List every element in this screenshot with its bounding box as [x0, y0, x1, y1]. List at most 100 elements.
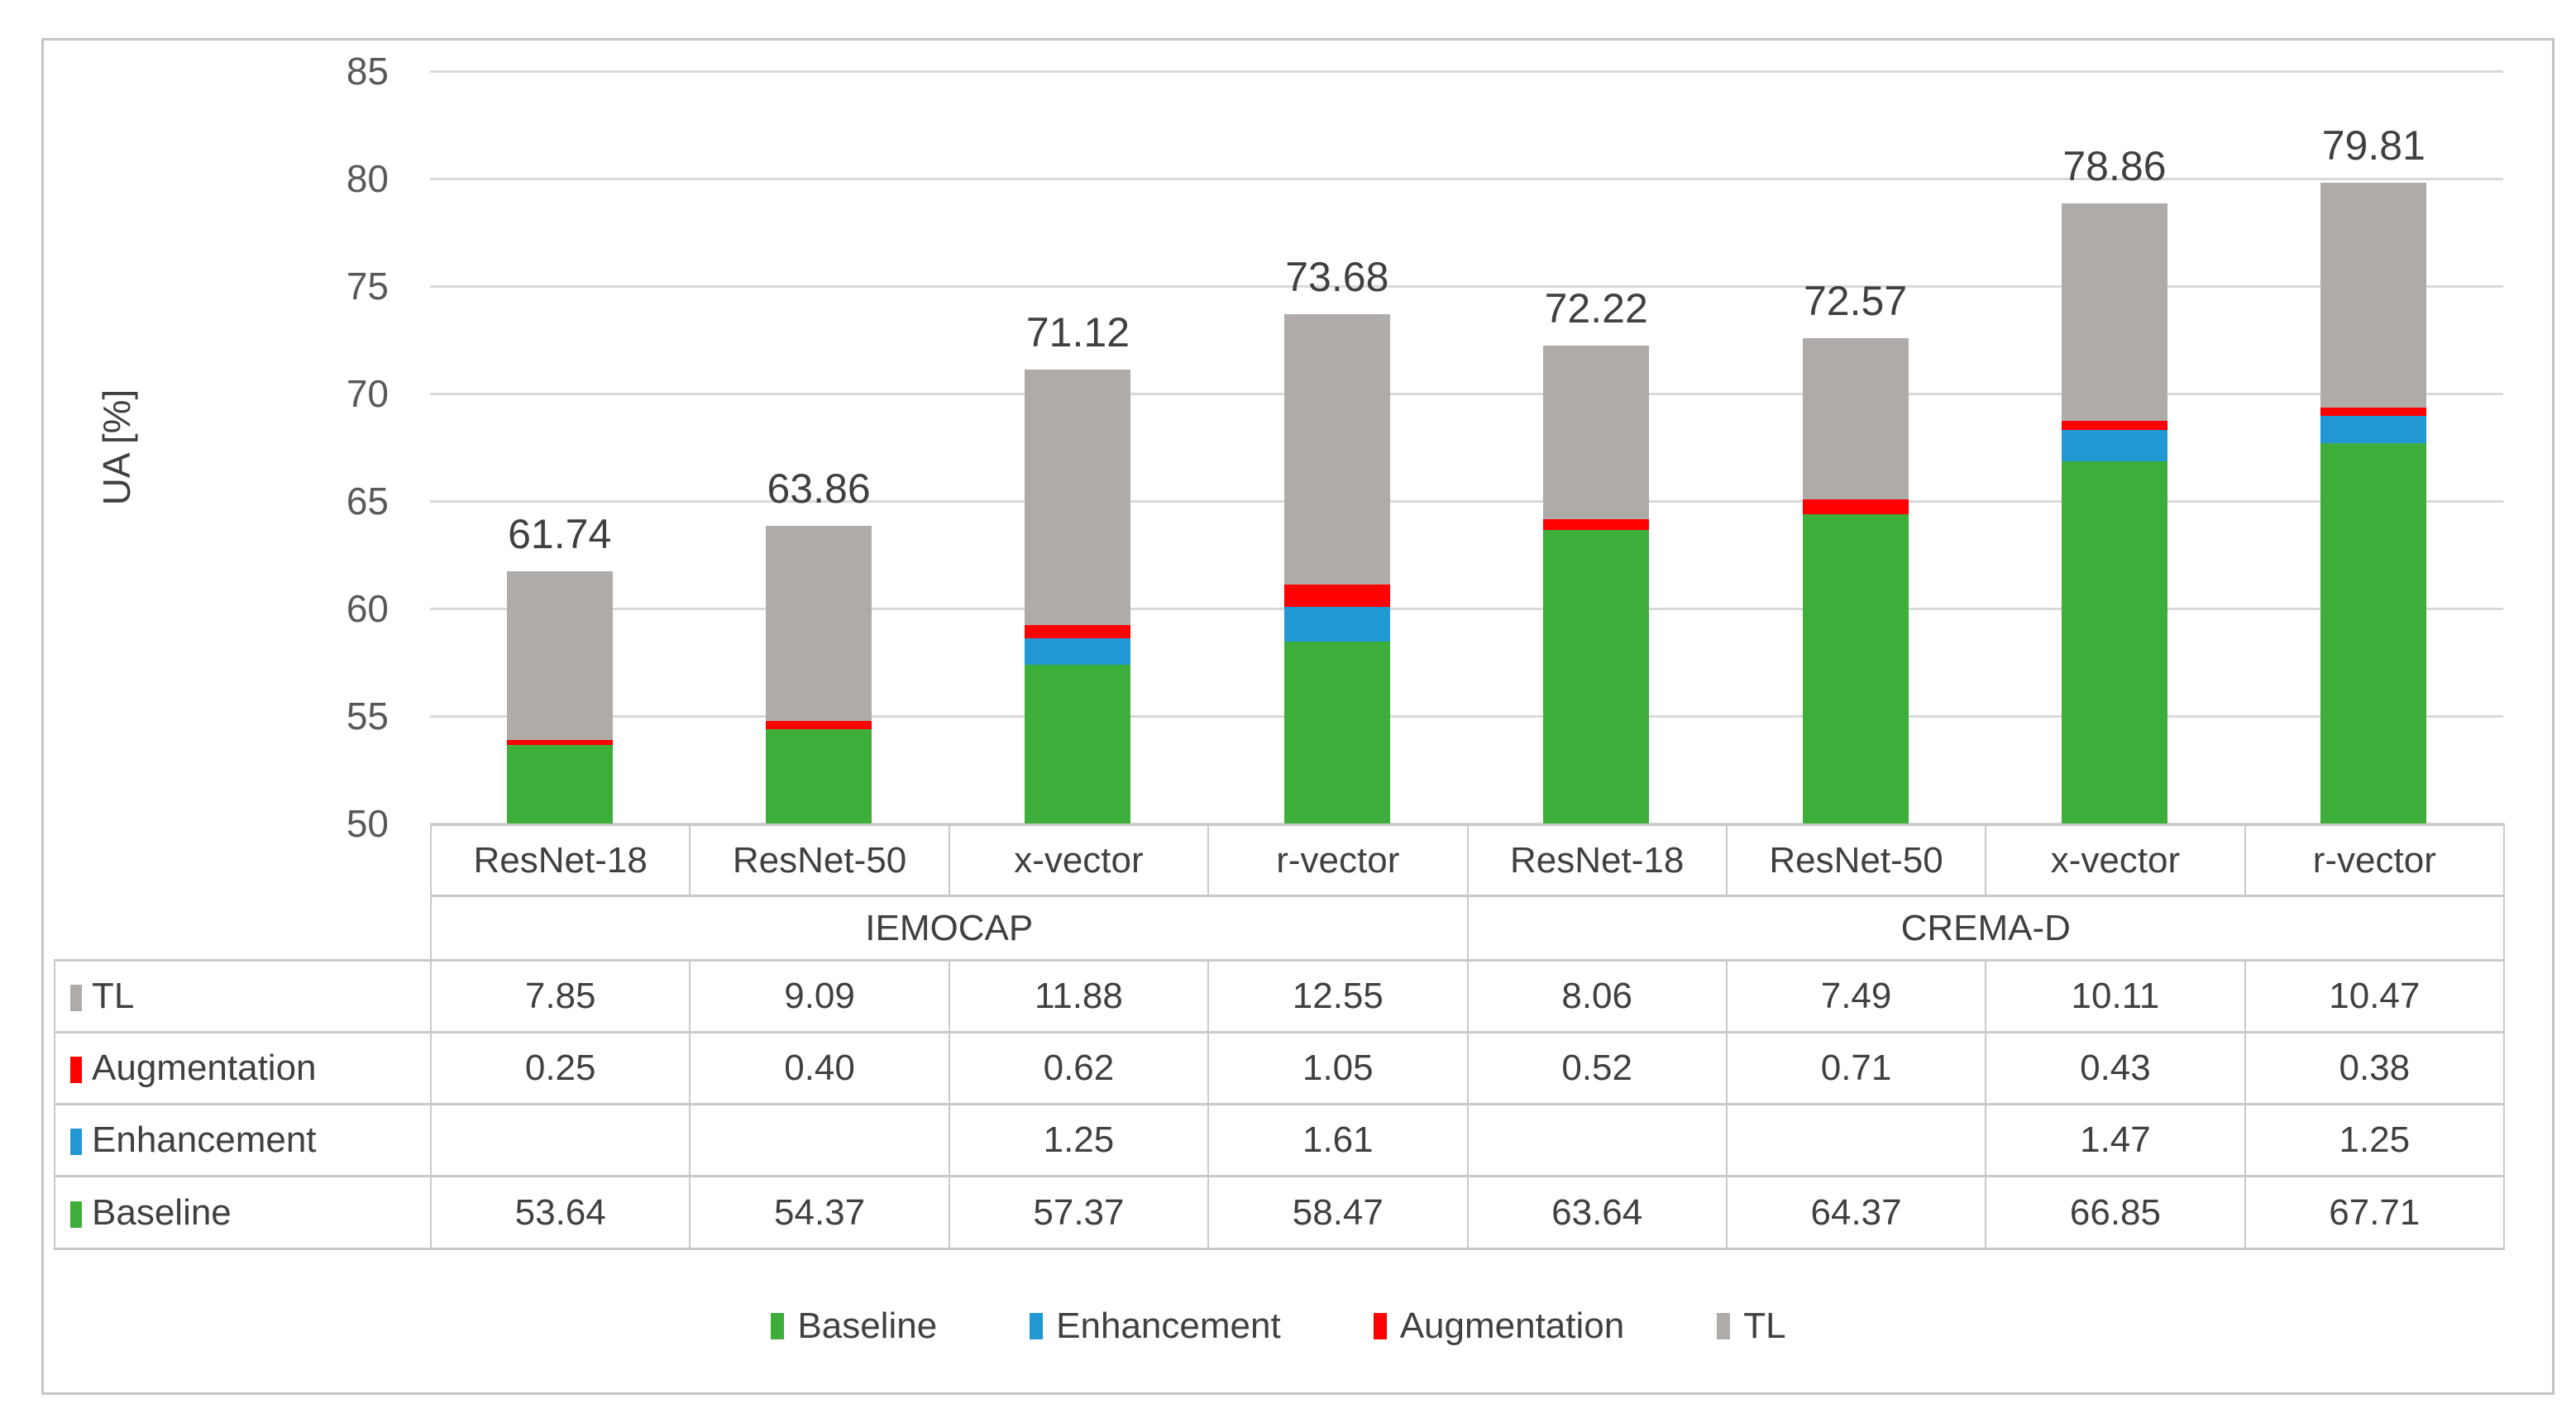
gridline	[430, 714, 2503, 718]
table-column-header: r-vector	[2244, 823, 2506, 897]
bar-segment-baseline	[506, 745, 613, 823]
table-cell: 11.88	[948, 959, 1210, 1033]
series-key-icon	[70, 1057, 82, 1083]
table-column-header: x-vector	[1985, 823, 2246, 897]
gridline	[430, 69, 2503, 73]
table-group-header: CREMA-D	[1466, 895, 2505, 962]
bar-total-label: 78.86	[2062, 142, 2167, 189]
bar-segment-enhancement	[2061, 429, 2167, 461]
bar-segment-tl	[1802, 338, 1909, 499]
bar-segment-augmentation	[1025, 624, 1131, 638]
table-cell: 64.37	[1725, 1175, 1987, 1250]
bar-segment-tl	[1283, 314, 1390, 585]
table-row-label: Enhancement	[54, 1103, 432, 1177]
bar-segment-tl	[766, 525, 872, 721]
legend-label: TL	[1743, 1306, 1786, 1346]
table-cell: 7.85	[429, 959, 691, 1033]
series-key-icon	[70, 1201, 82, 1228]
table-cell: 63.64	[1466, 1175, 1728, 1250]
legend-item: Augmentation	[1373, 1306, 1624, 1347]
table-cell: 9.09	[689, 959, 950, 1033]
bar-total-label: 63.86	[767, 465, 871, 512]
table-cell: 7.49	[1725, 959, 1987, 1033]
series-key-icon	[70, 985, 82, 1011]
table-cell: 10.47	[2244, 959, 2506, 1033]
table-row-label-text: Augmentation	[92, 1048, 317, 1088]
bar-total-label: 72.22	[1544, 285, 1648, 332]
legend-label: Baseline	[797, 1306, 938, 1346]
y-tick-label: 65	[346, 480, 389, 523]
bar-segment-enhancement	[1025, 637, 1131, 666]
table-cell: 58.47	[1207, 1175, 1469, 1250]
table-row-label: Baseline	[54, 1175, 432, 1250]
y-tick-label: 70	[346, 372, 389, 415]
table-cell: 1.61	[1207, 1103, 1469, 1177]
table-cell	[689, 1103, 950, 1177]
gridline	[430, 284, 2503, 288]
table-cell: 10.11	[1985, 959, 2246, 1033]
gridline	[430, 177, 2503, 180]
figure-frame: UA [%] 50 55 60 65 70 75 80 85 61.74 63.86 71.12 7…	[41, 38, 2554, 1395]
table-cell: 57.37	[948, 1175, 1210, 1250]
y-tick-label: 50	[346, 802, 389, 845]
table-row-label-text: Enhancement	[92, 1119, 317, 1160]
gridline	[430, 607, 2503, 610]
table-cell: 0.71	[1725, 1031, 1987, 1105]
bar-segment-tl	[1025, 369, 1131, 625]
bar-segment-baseline	[766, 729, 872, 823]
table-column-header: ResNet-18	[429, 823, 691, 897]
bar-segment-augmentation	[506, 739, 613, 746]
legend-item: TL	[1717, 1306, 1786, 1347]
bar-total-label: 61.74	[508, 510, 612, 557]
table-row-label: Augmentation	[54, 1031, 432, 1105]
bar-segment-baseline	[1543, 530, 1650, 823]
table-corner-blank	[55, 825, 431, 896]
legend-key-icon	[1030, 1313, 1044, 1339]
legend-item: Enhancement	[1030, 1306, 1281, 1347]
gridline	[430, 499, 2503, 503]
table-cell	[1466, 1103, 1728, 1177]
bar-segment-baseline	[1802, 514, 1909, 823]
data-table: ResNet-18 ResNet-50 x-vector r-vector ResNet…	[54, 823, 2506, 1250]
bar-total-label: 73.68	[1285, 254, 1389, 301]
table-cell: 0.38	[2244, 1031, 2506, 1105]
table-column-header: ResNet-18	[1466, 823, 1728, 897]
y-tick-label: 60	[346, 587, 389, 630]
table-cell	[429, 1103, 691, 1177]
bar-segment-tl	[506, 570, 613, 740]
legend-key-icon	[1373, 1313, 1387, 1339]
bar-segment-augmentation	[2061, 420, 2167, 430]
table-cell	[1725, 1103, 1987, 1177]
bar-segment-baseline	[2320, 442, 2427, 823]
y-axis-tick-labels: 50 55 60 65 70 75 80 85	[223, 50, 389, 845]
table-cell: 53.64	[429, 1175, 691, 1250]
table-cell: 0.62	[948, 1031, 1210, 1105]
y-axis-title: UA [%]	[95, 389, 138, 506]
bar-segment-baseline	[2061, 461, 2167, 823]
table-corner-blank	[55, 896, 431, 961]
table-row-label-text: Baseline	[92, 1191, 232, 1233]
bar-segment-tl	[2061, 203, 2167, 421]
bar-segment-baseline	[1283, 641, 1390, 823]
table-cell: 0.43	[1985, 1031, 2246, 1105]
bar-segment-tl	[2320, 182, 2427, 408]
table-cell: 1.25	[948, 1103, 1210, 1177]
legend-key-icon	[1717, 1313, 1731, 1339]
legend-item: Baseline	[771, 1306, 937, 1347]
y-tick-label: 75	[346, 265, 389, 308]
bar-segment-enhancement	[1283, 606, 1390, 642]
table-column-header: ResNet-50	[689, 823, 950, 897]
table-cell: 0.40	[689, 1031, 950, 1105]
table-column-header: x-vector	[948, 823, 1210, 897]
bar-segment-baseline	[1025, 665, 1131, 823]
series-key-icon	[70, 1129, 82, 1155]
bar-segment-augmentation	[766, 721, 872, 730]
table-cell: 66.85	[1985, 1175, 2246, 1250]
table-cell: 0.25	[429, 1031, 691, 1105]
table-row-label-text: TL	[92, 976, 135, 1016]
bar-segment-augmentation	[1283, 584, 1390, 607]
bar-segment-tl	[1543, 346, 1650, 519]
bar-segment-augmentation	[1802, 499, 1909, 515]
gridline	[430, 392, 2503, 395]
table-group-header: IEMOCAP	[430, 895, 1469, 962]
